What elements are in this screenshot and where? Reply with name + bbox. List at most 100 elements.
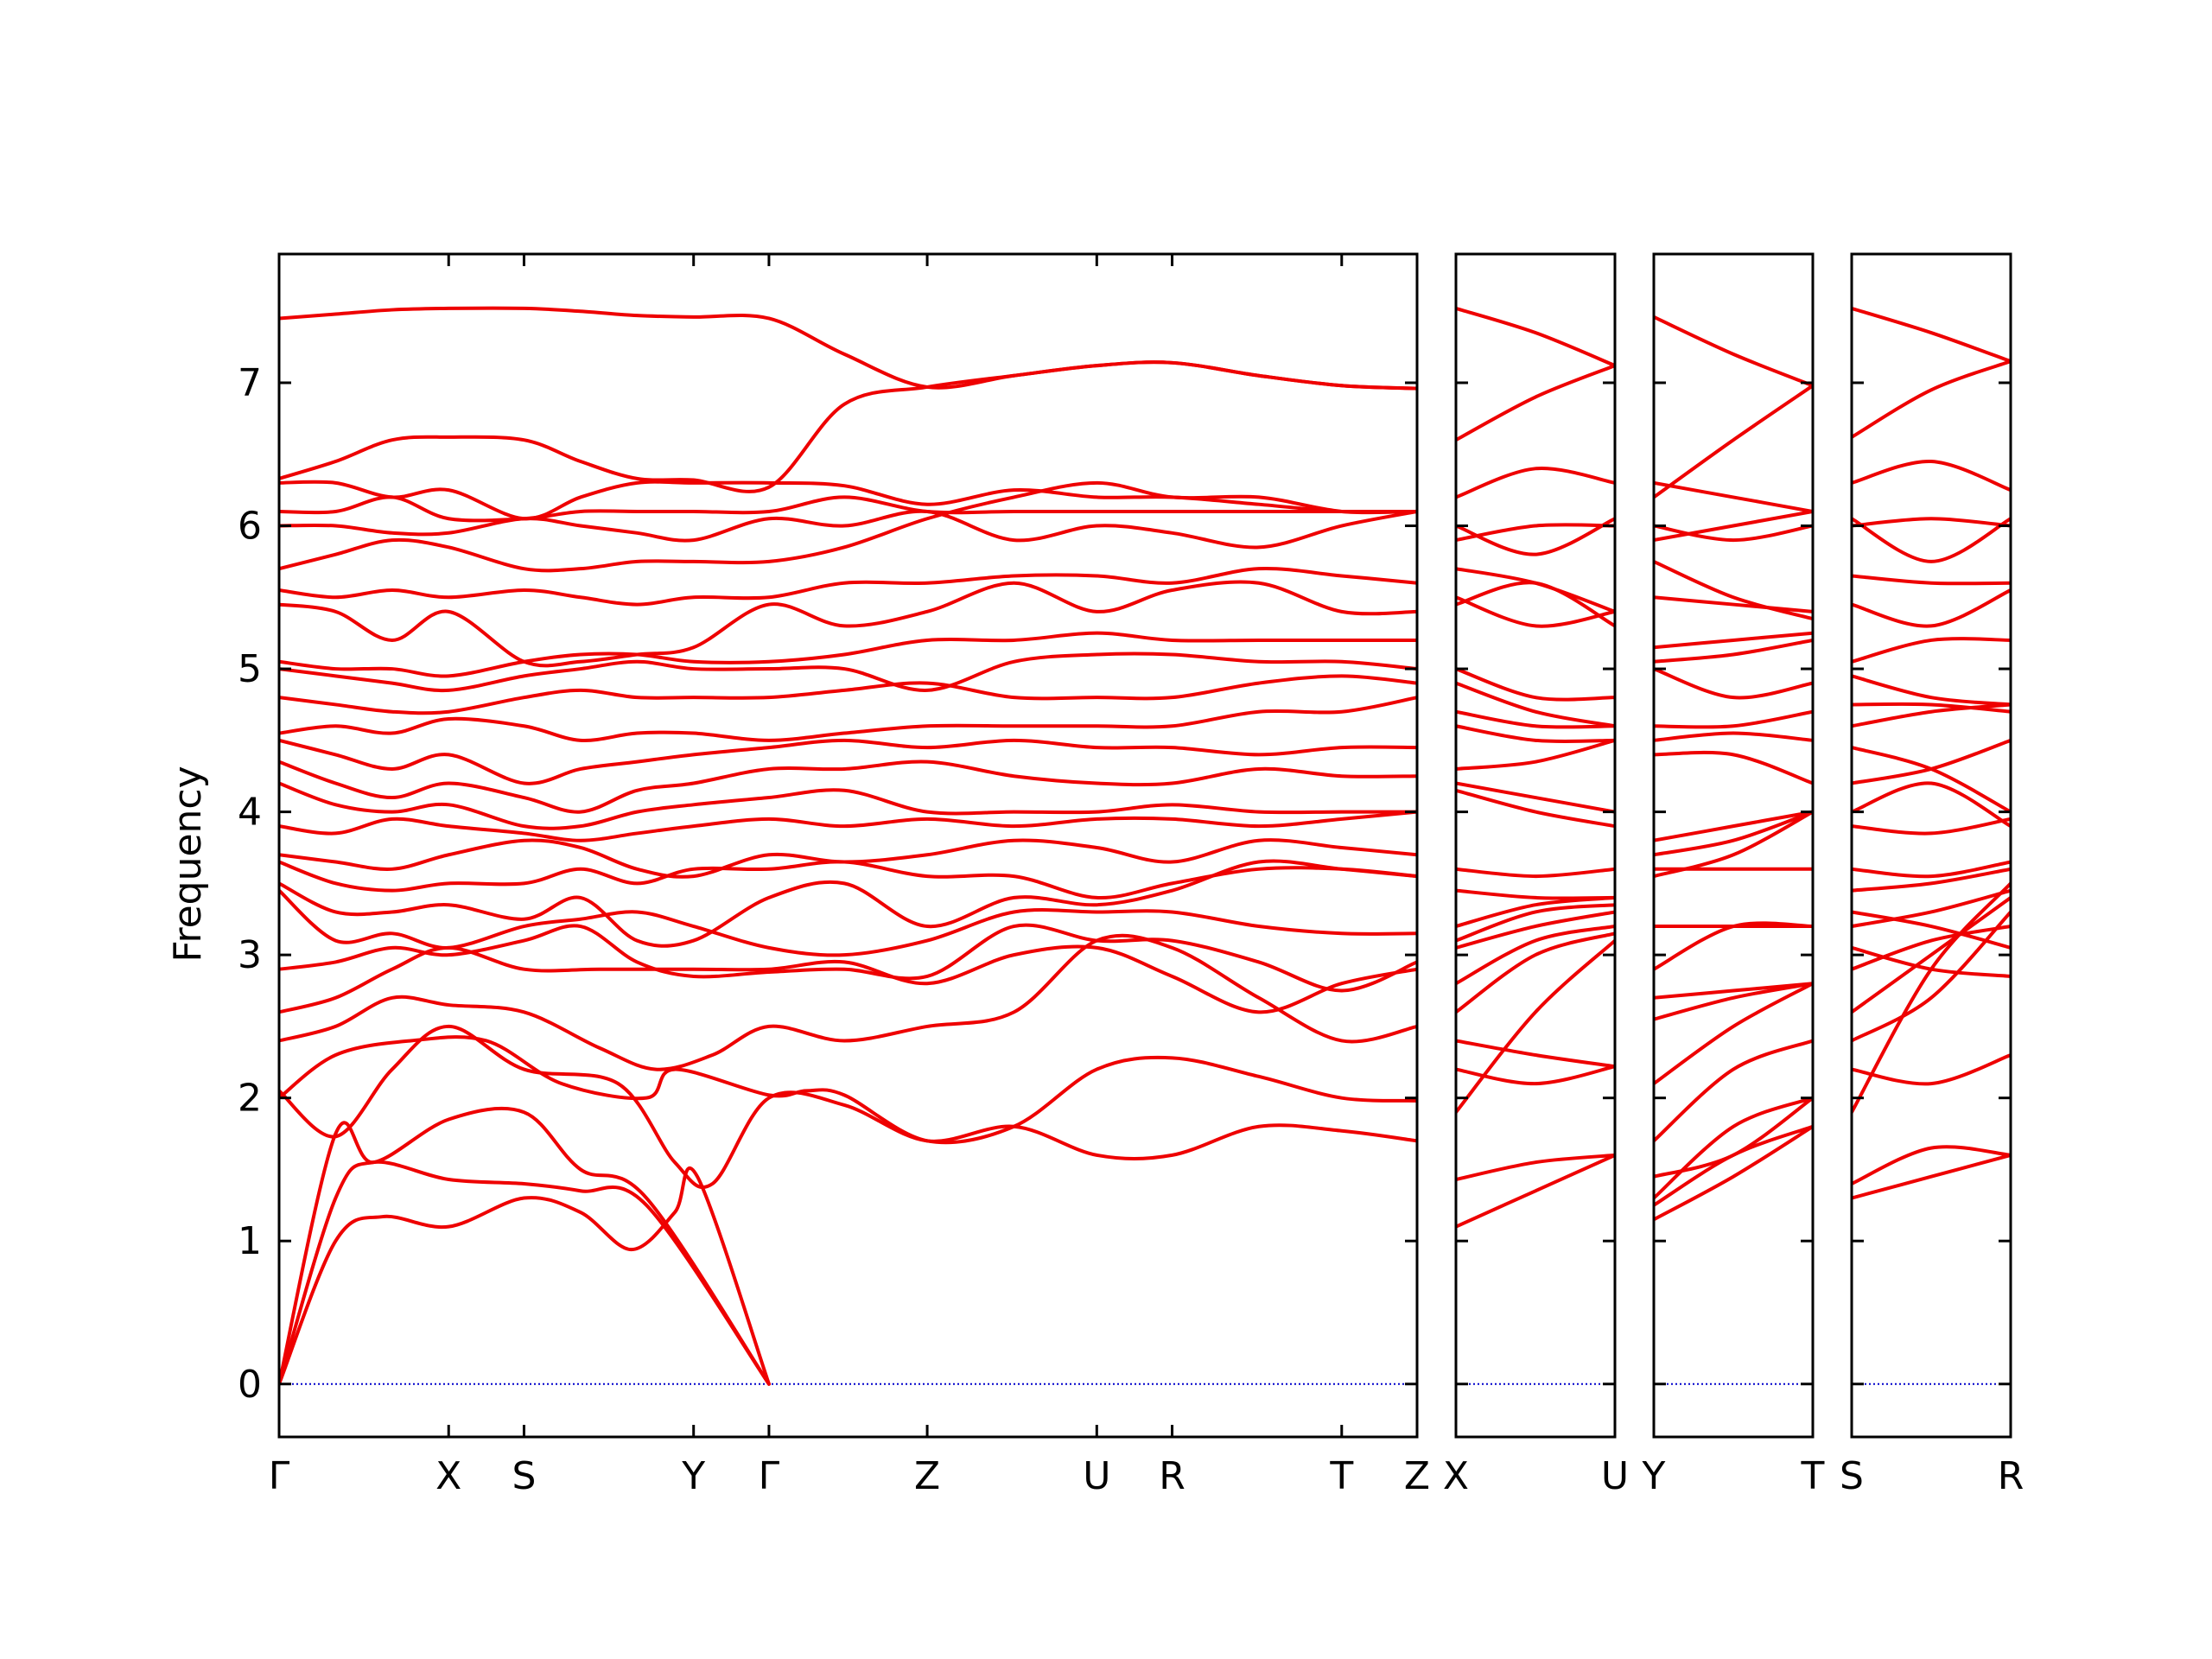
bands — [279, 306, 1417, 1386]
y-tick-label: 6 — [238, 505, 262, 549]
band-line — [1852, 637, 2011, 664]
band-line — [1456, 467, 1615, 499]
band-line — [1456, 888, 1615, 900]
x-tick-label: X — [435, 1454, 461, 1498]
band-line — [1654, 480, 1813, 513]
band-line — [1654, 810, 1813, 857]
band-line — [1852, 738, 2011, 785]
band-line — [1852, 867, 2011, 893]
band-line — [1852, 460, 2011, 493]
x-tick-label: Z — [914, 1454, 940, 1498]
band-line — [1654, 1096, 1813, 1179]
y-tick-label: 4 — [238, 791, 262, 835]
band-line — [279, 1035, 1417, 1145]
x-tick-label: R — [1998, 1454, 2024, 1498]
y-tick-label: 0 — [238, 1363, 262, 1407]
band-line — [279, 360, 1417, 493]
band-line — [279, 306, 1417, 391]
band-line — [279, 859, 1417, 948]
y-axis: 0 1 2 3 4 5 6 7 — [238, 361, 262, 1407]
band-line — [279, 860, 1417, 899]
band-line — [1654, 731, 1813, 742]
x-tick-label: U — [1601, 1454, 1629, 1498]
band-line — [1456, 709, 1615, 729]
band-line — [1654, 1124, 1813, 1222]
panel-frame — [1850, 252, 2012, 1439]
panel-frame — [277, 252, 1419, 1439]
x-tick-label: Y — [1642, 1454, 1666, 1498]
band-line — [1852, 910, 2011, 1043]
band-line — [1852, 888, 2011, 929]
band-line — [1456, 523, 1615, 543]
band-line — [1852, 817, 2011, 836]
x-tick-label: R — [1159, 1454, 1185, 1498]
x-tick-label: T — [1329, 1454, 1353, 1498]
band-line — [1654, 384, 1813, 499]
band-line — [1852, 359, 2011, 439]
band-line — [279, 696, 1417, 742]
band-line — [1456, 867, 1615, 879]
band-line — [1852, 588, 2011, 628]
band-line — [1654, 810, 1813, 842]
band-line — [1456, 931, 1615, 1014]
band-line — [1456, 781, 1615, 814]
panel-frame — [1454, 252, 1617, 1439]
x-tick-label: Γ — [269, 1454, 290, 1498]
band-line — [1852, 674, 2011, 707]
band-line — [1456, 788, 1615, 829]
y-axis-label: Frequency — [166, 766, 210, 962]
x-tick-label: Y — [681, 1454, 705, 1498]
band-line — [1456, 667, 1615, 702]
band-line — [1654, 559, 1813, 621]
x-tick-label: X — [1443, 1454, 1469, 1498]
band-line — [1852, 702, 2011, 714]
band-line — [279, 738, 1417, 785]
band-line — [1456, 1153, 1615, 1229]
band-line — [279, 838, 1417, 879]
band-line — [1654, 1096, 1813, 1200]
band-line — [1654, 595, 1813, 613]
band-line — [1456, 1065, 1615, 1086]
x-tick-label: S — [512, 1454, 536, 1498]
band-line — [1654, 524, 1813, 543]
band-line — [279, 567, 1417, 607]
band-line — [1456, 364, 1615, 442]
x-tick-label: S — [1840, 1454, 1864, 1498]
band-line — [279, 480, 1417, 573]
band-line — [1456, 738, 1615, 771]
band-line — [279, 1160, 771, 1386]
band-line — [279, 509, 1417, 550]
band-line — [279, 888, 1417, 957]
band-line — [1654, 1039, 1813, 1143]
band-line — [279, 933, 1417, 1071]
band-line — [1654, 982, 1813, 1086]
band-line — [1852, 574, 2011, 586]
bands — [1852, 306, 2011, 1200]
band-line — [1654, 921, 1813, 971]
x-tick-label: Z — [1404, 1454, 1430, 1498]
panel-frame — [1652, 252, 1815, 1439]
y-tick-label: 5 — [238, 647, 262, 691]
band-line — [1852, 306, 2011, 364]
band-line — [279, 1166, 771, 1386]
y-tick-label: 2 — [238, 1077, 262, 1121]
band-line — [1456, 517, 1615, 556]
x-tick-label: U — [1083, 1454, 1110, 1498]
band-line — [1852, 910, 2011, 950]
band-line — [279, 631, 1417, 678]
band-line — [279, 495, 1417, 523]
band-line — [1852, 702, 2011, 728]
band-line — [279, 760, 1417, 814]
band-line — [1852, 945, 2011, 978]
bands — [1456, 306, 1615, 1229]
band-line — [1852, 517, 2011, 528]
y-tick-label: 3 — [238, 933, 262, 977]
band-line — [1456, 724, 1615, 744]
band-line — [279, 580, 1417, 668]
band-line — [1852, 895, 2011, 1014]
bands — [1654, 315, 1813, 1222]
band-line — [1456, 1153, 1615, 1182]
band-line — [1456, 903, 1615, 943]
band-line — [1654, 810, 1813, 879]
